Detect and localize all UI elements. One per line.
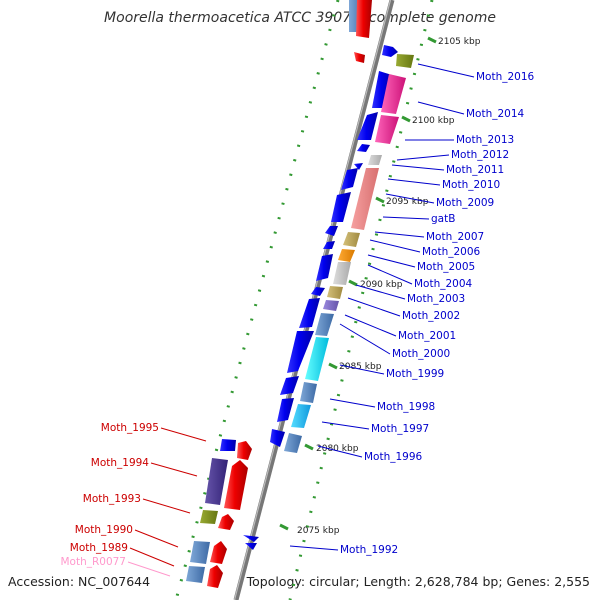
gene-label-moth-2004[interactable]: Moth_2004 (414, 278, 473, 290)
gene-feature[interactable] (299, 298, 320, 328)
scale-tick-label: 2105 kbp (438, 37, 481, 47)
gene-label-moth-2007[interactable]: Moth_2007 (426, 231, 484, 243)
gene-feature[interactable] (325, 226, 338, 236)
gene-label-moth-1997[interactable]: Moth_1997 (371, 423, 429, 435)
gene-feature[interactable] (368, 155, 382, 165)
gene-feature[interactable] (375, 115, 399, 144)
gene-feature[interactable] (331, 192, 351, 222)
gene-label-moth-1993[interactable]: Moth_1993 (83, 493, 141, 505)
gene-label-moth-r0077[interactable]: Moth_R0077 (60, 556, 126, 568)
gene-feature[interactable] (323, 241, 335, 249)
scale-ticks: 2105 kbp 2100 kbp 2095 kbp 2090 kbp 2085 kbp… (279, 36, 481, 536)
scale-tick-label: 2090 kbp (360, 280, 403, 290)
tick-mark (427, 36, 437, 44)
gene-feature[interactable] (186, 566, 205, 583)
gene-feature[interactable] (218, 514, 234, 530)
gene-feature[interactable] (343, 232, 360, 247)
forward-strand-genes (186, 439, 252, 588)
gene-feature[interactable] (327, 286, 343, 299)
gene-feature[interactable] (333, 262, 351, 285)
gene-label-moth-1995[interactable]: Moth_1995 (101, 422, 159, 434)
reverse-strand-genes (243, 0, 398, 550)
gene-feature[interactable] (323, 300, 339, 311)
gene-label-moth-1989[interactable]: Moth_1989 (70, 542, 128, 554)
gene-feature[interactable] (280, 376, 299, 395)
gene-feature[interactable] (381, 74, 406, 114)
gene-feature[interactable] (356, 0, 372, 38)
gene-label-moth-1999[interactable]: Moth_1999 (386, 368, 444, 380)
gene-feature[interactable] (396, 54, 414, 68)
tick-mark (328, 362, 338, 370)
gene-label-gatb[interactable]: gatB (431, 213, 455, 225)
gene-feature[interactable] (243, 535, 259, 542)
gene-label-moth-2009[interactable]: Moth_2009 (436, 197, 494, 209)
gene-feature[interactable] (316, 254, 333, 281)
gene-feature[interactable] (354, 52, 365, 63)
right-gene-labels: Moth_2016 Moth_2014 Moth_2013 Moth_2012 Moth… (289, 63, 535, 556)
gene-feature[interactable] (382, 45, 398, 57)
gene-label-moth-2013[interactable]: Moth_2013 (456, 134, 514, 146)
gene-feature[interactable] (220, 439, 236, 451)
gene-label-moth-2010[interactable]: Moth_2010 (442, 179, 500, 191)
gene-feature[interactable] (305, 337, 329, 381)
gene-feature[interactable] (190, 541, 210, 564)
gene-label-moth-2014[interactable]: Moth_2014 (466, 108, 525, 120)
tick-mark (348, 279, 358, 287)
gene-feature[interactable] (300, 382, 317, 403)
gene-label-moth-2001[interactable]: Moth_2001 (398, 330, 456, 342)
inner-strand-genes (291, 0, 414, 428)
gene-label-moth-2002[interactable]: Moth_2002 (402, 310, 460, 322)
left-gene-labels: Moth_1995 Moth_1994 Moth_1993 Moth_1990 Moth… (60, 422, 207, 577)
tick-mark (304, 443, 314, 451)
gene-feature[interactable] (224, 460, 248, 510)
gene-feature[interactable] (287, 331, 314, 373)
scale-tick-label: 2095 kbp (386, 197, 429, 207)
map-title: Moorella thermoacetica ATCC 39073, compl… (104, 10, 496, 26)
scale-tick-label: 2100 kbp (412, 116, 455, 126)
gene-feature[interactable] (338, 249, 355, 262)
tick-mark (401, 115, 411, 123)
gene-feature[interactable] (357, 144, 370, 152)
gene-label-moth-1990[interactable]: Moth_1990 (75, 524, 133, 536)
gene-feature[interactable] (210, 541, 227, 564)
gene-label-moth-1996[interactable]: Moth_1996 (364, 451, 423, 463)
gene-feature[interactable] (341, 168, 358, 190)
gene-label-moth-1998[interactable]: Moth_1998 (377, 401, 435, 413)
gene-label-moth-2016[interactable]: Moth_2016 (476, 71, 535, 83)
gene-feature[interactable] (315, 313, 334, 336)
genome-summary-text: Topology: circular; Length: 2,628,784 bp… (246, 574, 590, 589)
gene-feature[interactable] (207, 565, 223, 588)
gene-label-moth-2005[interactable]: Moth_2005 (417, 261, 475, 273)
gene-feature[interactable] (351, 168, 379, 230)
gene-feature[interactable] (311, 287, 325, 296)
gene-feature[interactable] (237, 441, 252, 460)
gene-feature[interactable] (277, 398, 294, 422)
scale-tick-label: 2085 kbp (339, 362, 382, 372)
gene-label-moth-2012[interactable]: Moth_2012 (451, 149, 509, 161)
gene-label-moth-1992[interactable]: Moth_1992 (340, 544, 398, 556)
scale-tick-label: 2080 kbp (316, 444, 359, 454)
gene-label-moth-2006[interactable]: Moth_2006 (422, 246, 481, 258)
gene-label-moth-1994[interactable]: Moth_1994 (91, 457, 150, 469)
gene-feature[interactable] (354, 163, 363, 170)
gene-label-moth-2000[interactable]: Moth_2000 (392, 348, 450, 360)
gene-feature[interactable] (291, 404, 311, 428)
gene-feature[interactable] (245, 543, 257, 550)
gene-label-moth-2003[interactable]: Moth_2003 (407, 293, 465, 305)
tick-mark (375, 196, 385, 204)
gene-feature[interactable] (284, 433, 302, 453)
accession-text: Accession: NC_007644 (8, 574, 150, 589)
scale-tick-label: 2075 kbp (297, 526, 340, 536)
gene-feature[interactable] (357, 112, 378, 140)
gene-feature[interactable] (270, 429, 285, 447)
gene-feature[interactable] (200, 510, 218, 524)
gene-feature[interactable] (205, 458, 228, 505)
gene-label-moth-2011[interactable]: Moth_2011 (446, 164, 504, 176)
tick-mark (279, 523, 289, 531)
